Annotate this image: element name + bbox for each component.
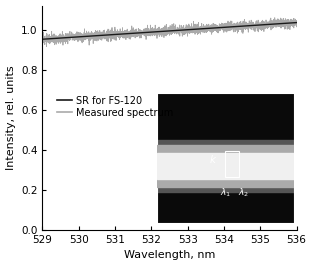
Legend: SR for FS-120, Measured spectrum: SR for FS-120, Measured spectrum (57, 96, 173, 118)
X-axis label: Wavelength, nm: Wavelength, nm (124, 251, 215, 260)
Y-axis label: Intensity, rel. units: Intensity, rel. units (6, 65, 16, 170)
